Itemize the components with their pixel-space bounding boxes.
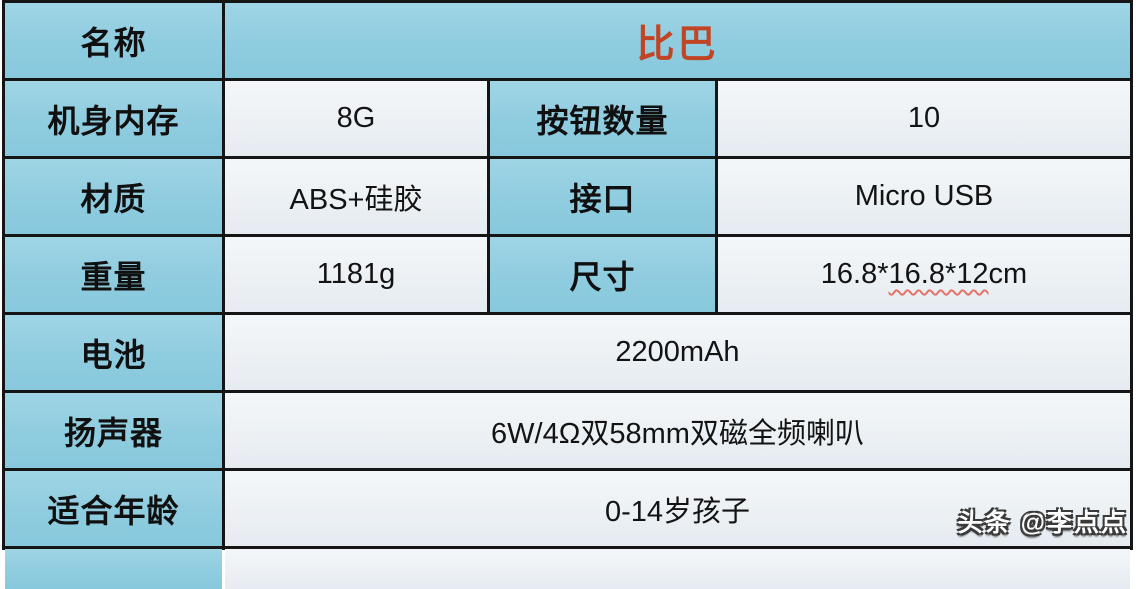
weight-value: 1181g — [316, 258, 396, 290]
row2-label2-cell: 按钮数量 — [490, 81, 715, 156]
row3-value1-cell: ABS+硅胶 — [225, 159, 487, 234]
interface-label: 接口 — [569, 180, 636, 217]
speaker-value: 6W/4Ω双58mm双磁全频喇叭 — [491, 417, 864, 450]
row5-battery-value-cell: 2200mAh — [225, 315, 1130, 390]
row3-value2-cell: Micro USB — [718, 159, 1130, 234]
memory-value: 8G — [336, 102, 376, 134]
row3-label2-cell: 接口 — [490, 159, 715, 234]
row3-label1-cell: 材质 — [5, 159, 222, 234]
dimensions-label: 尺寸 — [569, 258, 636, 295]
age-label: 适合年龄 — [47, 492, 180, 529]
toutiao-watermark: 头条 @李点点 — [957, 509, 1128, 537]
dimensions-value-prefix: 16.8* — [820, 258, 889, 290]
button-count-value: 10 — [907, 102, 941, 134]
row6-speaker-value-cell: 6W/4Ω双58mm双磁全频喇叭 — [225, 393, 1130, 468]
dimensions-value-spellchecked: 16.8*12 — [888, 258, 989, 290]
row4-value2-cell: 16.8*16.8*12cm — [718, 237, 1130, 312]
row4-value1-cell: 1181g — [225, 237, 487, 312]
memory-label: 机身内存 — [47, 102, 180, 139]
weight-label: 重量 — [80, 258, 147, 295]
dimensions-value-suffix: cm — [988, 258, 1028, 290]
dimensions-value: 16.8*16.8*12cm — [821, 258, 1027, 291]
battery-label: 电池 — [80, 336, 147, 373]
battery-value: 2200mAh — [615, 336, 740, 368]
material-label: 材质 — [80, 180, 147, 217]
row2-value2-cell: 10 — [718, 81, 1130, 156]
row8-partial-value-cell — [225, 549, 1130, 589]
product-title: 比巴 — [636, 24, 719, 66]
material-value: ABS+硅胶 — [289, 183, 423, 216]
row1-name-label-cell: 名称 — [5, 3, 222, 78]
name-label: 名称 — [80, 24, 147, 61]
button-count-label: 按钮数量 — [536, 102, 669, 139]
row1-product-title-cell: 比巴 — [225, 3, 1130, 78]
row6-speaker-label-cell: 扬声器 — [5, 393, 222, 468]
interface-value: Micro USB — [854, 180, 994, 212]
row2-label1-cell: 机身内存 — [5, 81, 222, 156]
row2-value1-cell: 8G — [225, 81, 487, 156]
row5-battery-label-cell: 电池 — [5, 315, 222, 390]
age-value: 0-14岁孩子 — [604, 495, 751, 528]
speaker-label: 扬声器 — [63, 414, 163, 451]
row7-age-value-cell: 0-14岁孩子 — [225, 471, 1130, 546]
row4-label1-cell: 重量 — [5, 237, 222, 312]
row8-partial-label-cell — [5, 549, 222, 589]
row4-label2-cell: 尺寸 — [490, 237, 715, 312]
row7-age-label-cell: 适合年龄 — [5, 471, 222, 546]
